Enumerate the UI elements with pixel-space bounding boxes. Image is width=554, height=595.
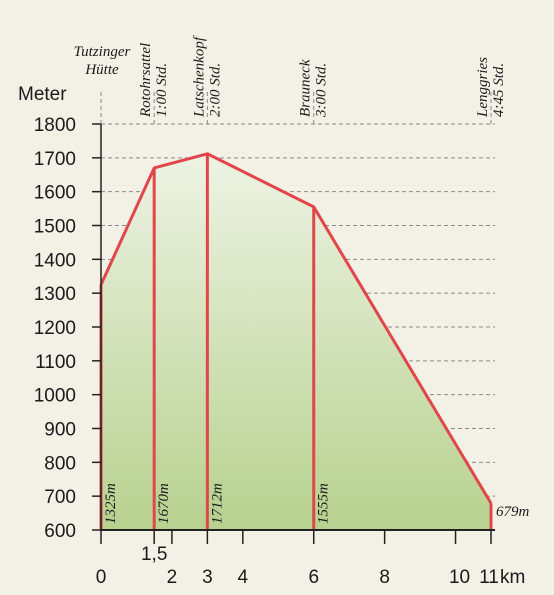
x-tick-label: 3	[202, 567, 213, 588]
elevation-label: 1555m	[316, 483, 332, 524]
station-name-label: Tutzinger	[74, 44, 131, 60]
elevation-label: 1325m	[103, 483, 119, 524]
y-tick-label: 1500	[34, 217, 76, 238]
y-tick-label: 900	[44, 420, 76, 441]
y-axis-label: Meter	[18, 84, 67, 105]
y-tick-label: 700	[44, 487, 76, 508]
station-time-label: 2:00 Std.	[207, 63, 223, 117]
elevation-profile-line	[99, 152, 493, 505]
y-axis-ticks: 600 700 800 900 1000 1100 1200 1300 1400 1500 1600…	[34, 115, 101, 542]
x-axis-label: km	[500, 567, 525, 588]
y-tick-label: 1200	[34, 318, 76, 339]
elevation-label: 1670m	[156, 483, 172, 524]
x-axis-ticks: 0 1,52 3 4 6 8 10 11	[96, 530, 499, 588]
y-tick-label: 600	[44, 521, 76, 542]
station-time-label: 1:00 Std.	[154, 63, 170, 117]
y-tick-label: 1600	[34, 183, 76, 204]
station-time-label: 3:00 Std.	[314, 63, 330, 118]
station-name-label: Hütte	[84, 62, 119, 78]
x-tick-label: 6	[308, 567, 319, 588]
elevation-area	[101, 153, 491, 531]
elevation-label: 1712m	[209, 483, 225, 524]
x-tick-label: 1,5	[141, 544, 167, 565]
elevation-labels: 1325m 1670m 1712m 1555m 679m	[103, 483, 530, 524]
station-name-label: Latschenkopf	[191, 35, 207, 118]
y-tick-label: 1800	[34, 115, 76, 136]
station-name-label: Brauneck	[298, 59, 314, 117]
station-name-label: Lenggries	[475, 57, 491, 118]
x-tick-label: 11	[479, 567, 499, 588]
x-tick-label: 2	[167, 567, 178, 588]
x-tick-label: 0	[96, 567, 107, 588]
y-tick-label: 800	[44, 453, 76, 474]
y-tick-label: 1700	[34, 149, 76, 170]
y-tick-label: 1100	[35, 352, 76, 373]
x-tick-label: 8	[379, 567, 390, 588]
y-tick-label: 1000	[34, 386, 76, 407]
y-tick-label: 1300	[34, 284, 76, 305]
y-tick-label: 1400	[34, 250, 76, 271]
elevation-label: 679m	[496, 504, 530, 520]
station-time-label: 4:45 Std.	[491, 63, 507, 117]
x-tick-label: 4	[238, 567, 249, 588]
station-name-label: Rotohrsattel	[138, 43, 154, 118]
x-tick-label: 10	[449, 567, 470, 588]
station-labels: Tutzinger Hütte Rotohrsattel 1:00 Std. Latsc…	[74, 35, 507, 118]
